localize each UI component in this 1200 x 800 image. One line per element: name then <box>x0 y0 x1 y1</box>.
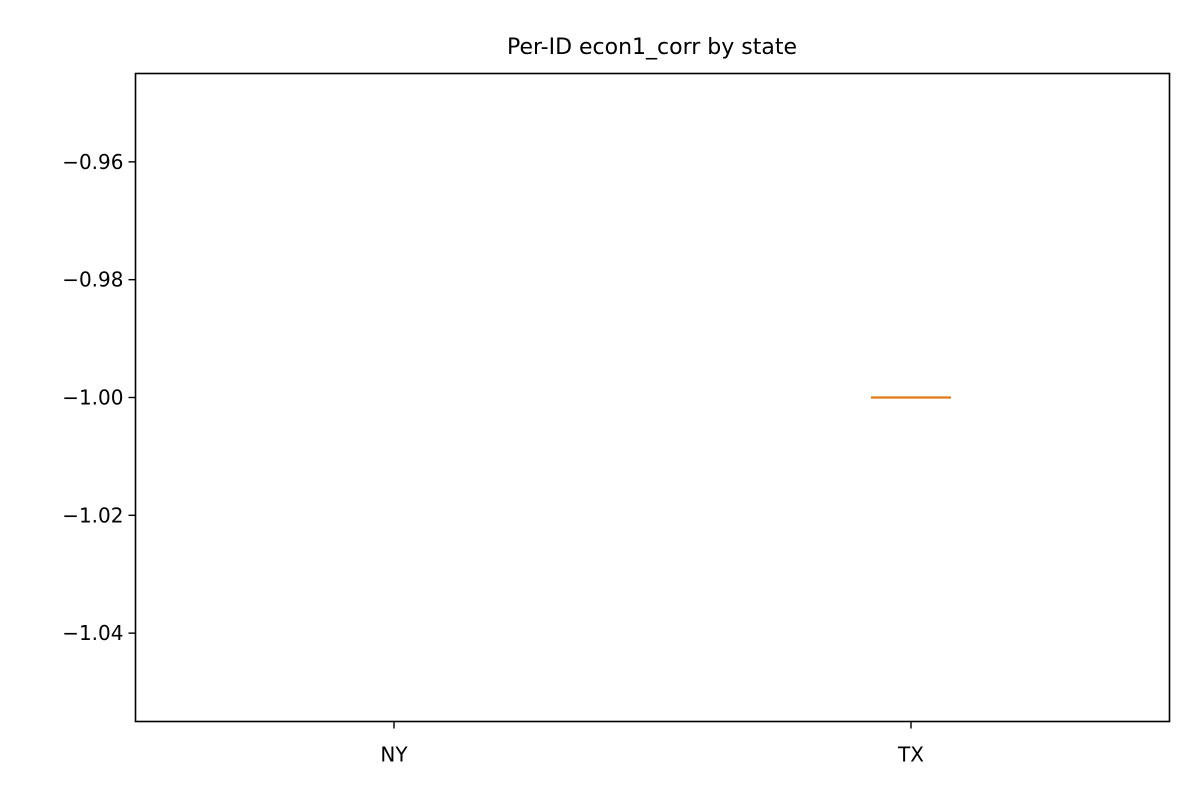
y-tick-label: −1.00 <box>62 386 123 410</box>
plot-area <box>134 72 1171 723</box>
chart-title: Per-ID econ1_corr by state <box>507 35 797 60</box>
y-tick-label: −0.96 <box>62 150 123 174</box>
y-tick-label: −1.02 <box>62 503 123 527</box>
y-tick-label: −1.04 <box>62 621 123 645</box>
x-tick-label: TX <box>897 743 924 767</box>
x-axis: NY TX <box>380 721 924 767</box>
y-tick-label: −0.98 <box>62 268 123 292</box>
x-tick-label: NY <box>380 743 408 767</box>
y-axis: −0.96 −0.98 −1.00 −1.02 −1.04 <box>62 150 136 645</box>
